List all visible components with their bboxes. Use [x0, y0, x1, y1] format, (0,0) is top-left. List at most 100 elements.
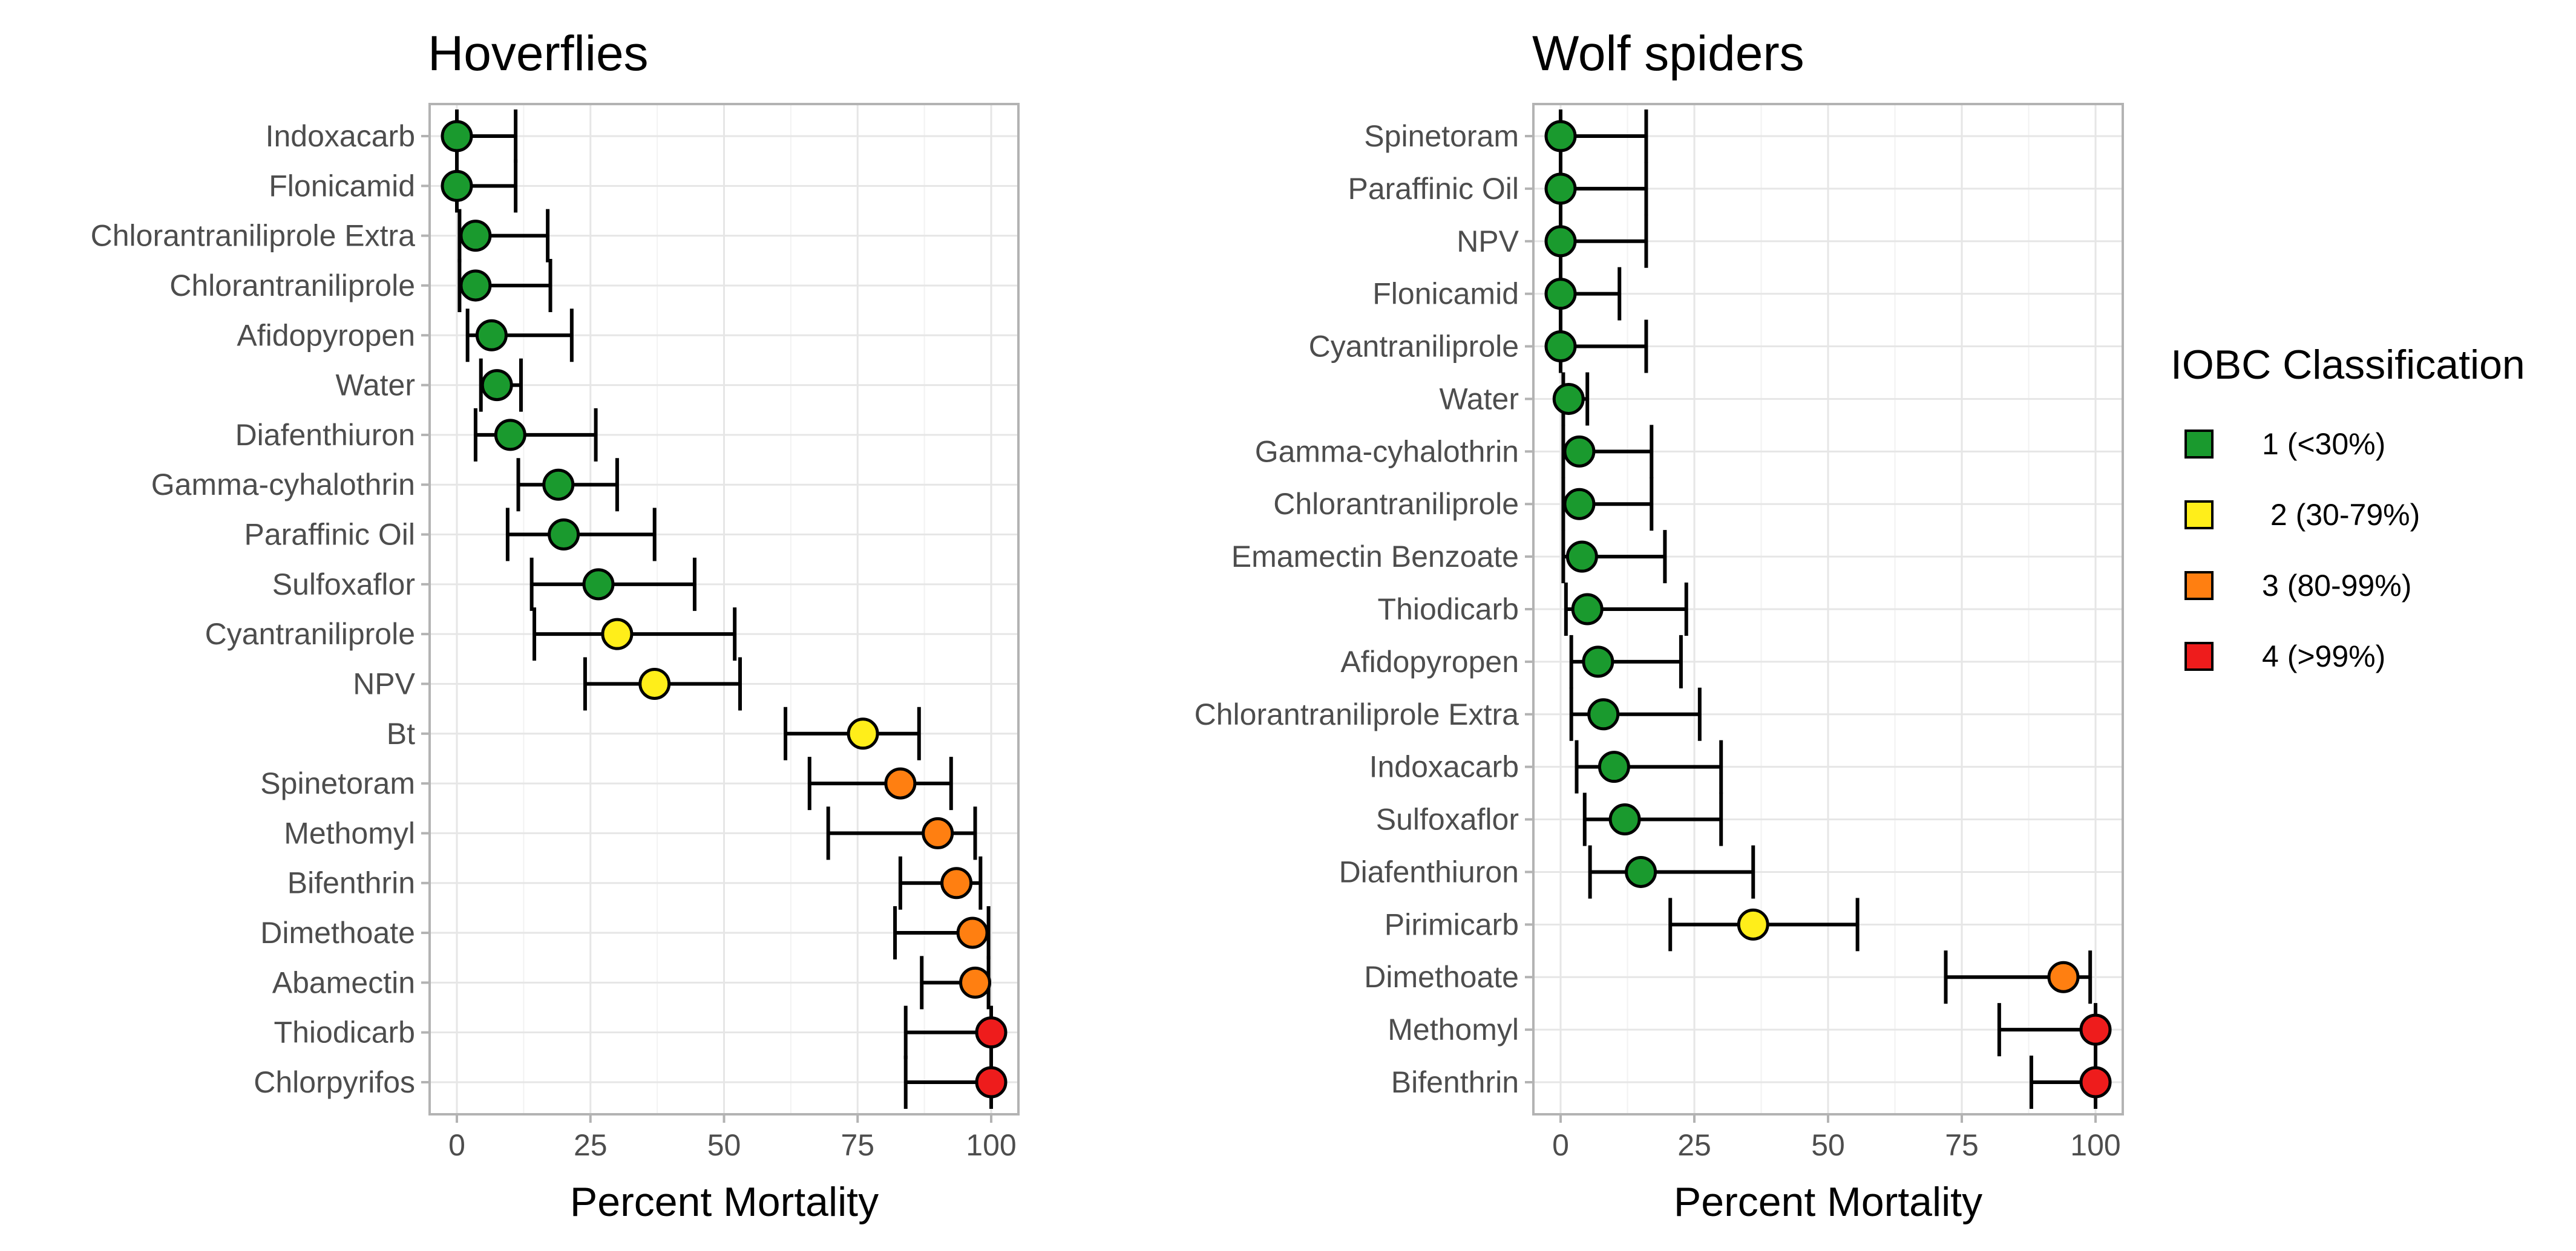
wolf-spiders-y-tick-label: Thiodicarb — [1378, 592, 1519, 626]
hoverflies-point — [884, 767, 917, 800]
wolf-spiders-error-bar — [1582, 792, 1723, 846]
wolf-spiders-title: Wolf spiders — [1532, 26, 1804, 81]
hoverflies-x-axis-label: Percent Mortality — [570, 1179, 879, 1225]
wolf-spiders-x-tick-label: 0 — [1552, 1128, 1569, 1162]
hoverflies-panel: Hoverflies Percent Mortality 0 25 50 75 100 I… — [91, 26, 1020, 1225]
hoverflies-x-tick-label: 100 — [966, 1128, 1016, 1162]
wolf-spiders-y-tick-label: Sulfoxaflor — [1376, 803, 1519, 837]
wolf-spiders-point — [1598, 751, 1630, 783]
hoverflies-point — [441, 120, 473, 152]
wolf-spiders-y-tick-label: Indoxacarb — [1369, 750, 1519, 784]
wolf-spiders-y-tick-label: Chlorantraniliprole Extra — [1195, 697, 1519, 731]
legend-swatch — [2184, 642, 2214, 671]
hoverflies-y-tick-label: Abamectin — [272, 965, 415, 999]
hoverflies-y-tick-label: Flonicamid — [269, 169, 415, 203]
hoverflies-point — [459, 220, 492, 252]
wolf-spiders-y-tick-label: NPV — [1457, 224, 1519, 258]
hoverflies-y-tick-label: Thiodicarb — [274, 1016, 415, 1050]
wolf-spiders-point — [1544, 225, 1577, 258]
hoverflies-y-tick-label: Spinetoram — [260, 766, 415, 800]
hoverflies-point — [548, 518, 580, 551]
hoverflies-y-tick-label: Cyantraniliprole — [205, 617, 415, 651]
hoverflies-y-tick-label: Indoxacarb — [266, 119, 415, 153]
wolf-spiders-point — [1571, 593, 1604, 626]
wolf-spiders-y-tick-label: Chlorantraniliprole — [1273, 487, 1519, 521]
hoverflies-x-tick-label: 50 — [707, 1128, 741, 1162]
legend: IOBC Classification 1 (<30%) 2 (30-79%) 3… — [2171, 342, 2525, 673]
wolf-spiders-y-tick-label: Bifenthrin — [1391, 1065, 1519, 1099]
wolf-spiders-point — [2047, 961, 2080, 993]
legend-swatch — [2184, 430, 2214, 459]
hoverflies-point — [975, 1066, 1008, 1099]
hoverflies-y-tick-label: Water — [336, 368, 416, 402]
hoverflies-y-tick-label: Dimethoate — [260, 916, 415, 950]
wolf-spiders-y-tick-label: Flonicamid — [1372, 277, 1519, 311]
hoverflies-point — [475, 319, 508, 351]
hoverflies-error-bar — [807, 757, 953, 811]
wolf-spiders-x-tick-label: 75 — [1945, 1128, 1979, 1162]
hoverflies-y-tick-label: Methomyl — [284, 816, 415, 850]
wolf-spiders-y-tick-label: Water — [1440, 382, 1519, 416]
hoverflies-y-tick-label: Chlorantraniliprole Extra — [91, 219, 416, 253]
hoverflies-y-tick-label: Paraffinic Oil — [244, 518, 415, 552]
hoverflies-point — [542, 468, 575, 501]
wolf-spiders-point — [1608, 803, 1641, 836]
legend-label: 2 (30-79%) — [2262, 498, 2420, 532]
wolf-spiders-y-tick-label: Dimethoate — [1364, 960, 1519, 994]
hoverflies-point — [975, 1016, 1008, 1049]
hoverflies-y-tick-label: Sulfoxaflor — [272, 567, 415, 601]
wolf-spiders-x-axis-label: Percent Mortality — [1674, 1179, 1982, 1225]
legend-swatch — [2184, 500, 2214, 529]
wolf-spiders-x-tick-label: 100 — [2070, 1128, 2120, 1162]
wolf-spiders-point — [2079, 1066, 2112, 1099]
wolf-spiders-y-tick-label: Pirimicarb — [1385, 907, 1519, 941]
hoverflies-point — [638, 667, 671, 700]
hoverflies-point — [847, 717, 879, 750]
wolf-spiders-x-tick-label: 25 — [1677, 1128, 1711, 1162]
hoverflies-y-tick-label: Chlorpyrifos — [254, 1065, 415, 1099]
hoverflies-point — [601, 618, 634, 650]
wolf-spiders-point — [1563, 435, 1596, 468]
wolf-spiders-y-tick-label: Spinetoram — [1364, 119, 1519, 153]
wolf-spiders-y-tick-label: Paraffinic Oil — [1348, 172, 1519, 206]
hoverflies-point — [441, 169, 473, 202]
hoverflies-y-tick-label: NPV — [353, 667, 415, 701]
wolf-spiders-point — [1552, 382, 1585, 415]
hoverflies-y-tick-label: Gamma-cyhalothrin — [151, 468, 415, 501]
wolf-spiders-point — [1625, 855, 1657, 888]
wolf-spiders-x-tick-label: 50 — [1811, 1128, 1845, 1162]
wolf-spiders-point — [1587, 698, 1620, 731]
hoverflies-y-tick-label: Chlorantraniliprole — [169, 269, 415, 302]
hoverflies-title: Hoverflies — [428, 26, 649, 81]
legend-label: 1 (<30%) — [2262, 427, 2385, 461]
wolf-spiders-point — [1563, 488, 1596, 520]
legend-label: 3 (80-99%) — [2262, 569, 2411, 603]
wolf-spiders-point — [1544, 120, 1577, 152]
hoverflies-y-tick-label: Bifenthrin — [287, 866, 415, 900]
wolf-spiders-point — [1544, 278, 1577, 310]
hoverflies-x-tick-label: 75 — [841, 1128, 874, 1162]
wolf-spiders-y-tick-label: Cyantraniliprole — [1309, 330, 1519, 364]
hoverflies-point — [582, 568, 615, 601]
hoverflies-point — [956, 916, 989, 949]
wolf-spiders-y-tick-label: Emamectin Benzoate — [1231, 540, 1519, 573]
wolf-spiders-panel: Wolf spiders Percent Mortality 0 25 50 75 10… — [1195, 26, 2124, 1225]
legend-label: 4 (>99%) — [2262, 639, 2385, 673]
hoverflies-x-tick-label: 0 — [448, 1128, 465, 1162]
wolf-spiders-y-tick-label: Diafenthiuron — [1339, 855, 1519, 889]
wolf-spiders-point — [1737, 908, 1769, 941]
wolf-spiders-point — [1544, 330, 1577, 363]
hoverflies-x-tick-label: 25 — [574, 1128, 608, 1162]
wolf-spiders-y-tick-label: Gamma-cyhalothrin — [1255, 434, 1519, 468]
wolf-spiders-point — [2079, 1013, 2112, 1046]
hoverflies-point — [480, 369, 513, 402]
hoverflies-point — [922, 817, 954, 849]
wolf-spiders-y-tick-label: Afidopyropen — [1340, 645, 1519, 679]
hoverflies-point — [959, 966, 992, 999]
hoverflies-point — [494, 419, 526, 451]
hoverflies-error-bar — [505, 508, 657, 561]
hoverflies-y-tick-label: Bt — [387, 717, 415, 751]
hoverflies-error-bar — [533, 607, 737, 661]
wolf-spiders-y-tick-label: Methomyl — [1388, 1013, 1519, 1047]
